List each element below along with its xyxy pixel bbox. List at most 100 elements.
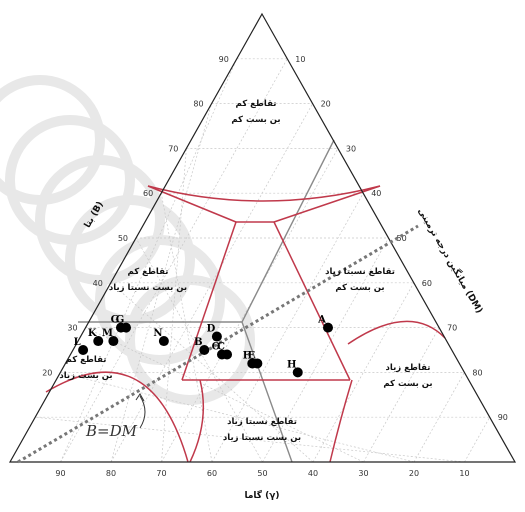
watermark	[0, 75, 255, 405]
zone-left: تقاطع کم بن بست نسبتا زیاد	[109, 267, 187, 293]
point-label-F: F	[243, 350, 250, 361]
annotation-arrowhead	[135, 393, 145, 402]
right-tick-label: 50	[397, 234, 407, 243]
watermark-ring	[35, 155, 165, 285]
right-tick-label: 30	[346, 144, 356, 153]
zone-center-right-line2: بن بست کم	[335, 283, 384, 293]
zone-left-line1: تقاطع کم	[128, 267, 169, 277]
grid-line	[60, 372, 415, 463]
point-N	[158, 336, 169, 347]
bottom-tick-label: 80	[106, 469, 116, 478]
bottom-tick-label: 30	[358, 469, 368, 478]
left-tick-label: 70	[168, 144, 178, 153]
bottom-tick-label: 90	[55, 469, 65, 478]
bottom-tick-label: 70	[156, 469, 166, 478]
zone-right-line2: بن بست کم	[383, 379, 432, 389]
point-F	[247, 358, 258, 369]
zone-right: تقاطع زیاد بن بست کم	[383, 363, 432, 389]
zone-top-line1: تقاطع کم	[236, 99, 277, 109]
zone-left-bottom-line2: بن بست زیاد	[59, 371, 112, 381]
zone-right-line1: تقاطع زیاد	[386, 363, 431, 373]
divider-lines	[78, 139, 335, 463]
triangle-frame	[8, 12, 517, 463]
point-label-A: A	[317, 315, 326, 326]
point-Ga	[115, 322, 126, 333]
zone-bottom-line2: بن بست نسبتا زیاد	[223, 433, 301, 443]
zone-left-line2: بن بست نسبتا زیاد	[109, 283, 187, 293]
right-tick-label: 60	[422, 279, 432, 288]
grid-line	[60, 58, 288, 463]
point-D	[211, 331, 222, 342]
point-label-O: O	[212, 341, 221, 352]
grid-line	[413, 372, 465, 463]
point-K	[93, 336, 104, 347]
grid-line	[262, 237, 389, 463]
right-tick-label: 70	[447, 324, 457, 333]
left-tick-label: 50	[118, 234, 128, 243]
point-label-B: B	[194, 337, 202, 348]
right-tick-label: 40	[371, 189, 381, 198]
annotation-arrow	[139, 395, 146, 429]
left-tick-label: 40	[93, 279, 103, 288]
watermark-ring	[125, 275, 255, 405]
point-label-Ga: G	[111, 315, 120, 326]
point-label-C: C	[217, 341, 225, 352]
zone-boundary	[45, 371, 189, 463]
grid-lines	[35, 58, 491, 463]
point-A	[323, 322, 333, 333]
zone-left-bottom: تقاطع کم بن بست زیاد	[59, 355, 112, 381]
right-tick-label: 90	[498, 413, 508, 422]
point-label-K: K	[88, 328, 97, 339]
bottom-tick-label: 20	[409, 469, 419, 478]
bottom-tick-label: 50	[257, 469, 267, 478]
zone-center-right-line1: تقاطع نسبتا زیاد	[325, 267, 395, 277]
zone-bottom-line1: تقاطع نسبتا زیاد	[227, 417, 297, 427]
right-tick-label: 80	[472, 368, 482, 377]
zone-top: تقاطع کم بن بست کم	[231, 99, 280, 125]
left-tick-label: 30	[67, 324, 77, 333]
zone-boundary	[347, 320, 446, 345]
bottom-tick-label: 10	[459, 469, 469, 478]
grid-line	[60, 58, 238, 463]
grid-line	[85, 327, 364, 463]
watermark-ring	[95, 235, 225, 365]
left-tick-label: 90	[219, 55, 229, 64]
bottom-tick-label: 60	[207, 469, 217, 478]
zone-bottom: تقاطع نسبتا زیاد بن بست نسبتا زیاد	[223, 417, 301, 443]
left-tick-label: 20	[42, 368, 52, 377]
zone-boundary	[273, 221, 351, 381]
grid-line	[135, 237, 263, 463]
zone-top-line2: بن بست کم	[231, 115, 280, 125]
point-B	[199, 345, 210, 355]
right-tick-label: 20	[321, 100, 331, 109]
zone-boundary	[189, 379, 205, 463]
zone-boundary	[329, 379, 353, 463]
point-label-L: L	[74, 337, 81, 348]
zone-left-bottom-line1: تقاطع کم	[66, 355, 107, 365]
point-label-D: D	[207, 324, 216, 335]
point-label-E: E	[248, 350, 256, 361]
point-M	[108, 336, 119, 347]
left-tick-label: 80	[193, 100, 203, 109]
grid-line	[110, 282, 314, 463]
grid-line	[161, 148, 339, 463]
right-tick-label: 10	[295, 55, 305, 64]
zone-boundary	[181, 221, 237, 381]
zone-center-right: تقاطع نسبتا زیاد بن بست کم	[325, 267, 395, 293]
point-label-G: G	[116, 315, 125, 326]
zone-boundary	[147, 185, 381, 202]
grid-line	[363, 327, 440, 463]
zone-boundary	[273, 185, 381, 223]
point-L	[78, 345, 89, 355]
point-O	[216, 349, 227, 360]
point-label-M: M	[102, 328, 113, 339]
right-axis-title: میانگین درجه ترمینی (DM)	[415, 206, 485, 316]
watermark-ring	[5, 115, 135, 245]
point-H	[292, 367, 303, 378]
point-label-H: H	[287, 359, 296, 370]
zone-boundary	[147, 185, 237, 223]
point-label-N: N	[153, 328, 162, 339]
